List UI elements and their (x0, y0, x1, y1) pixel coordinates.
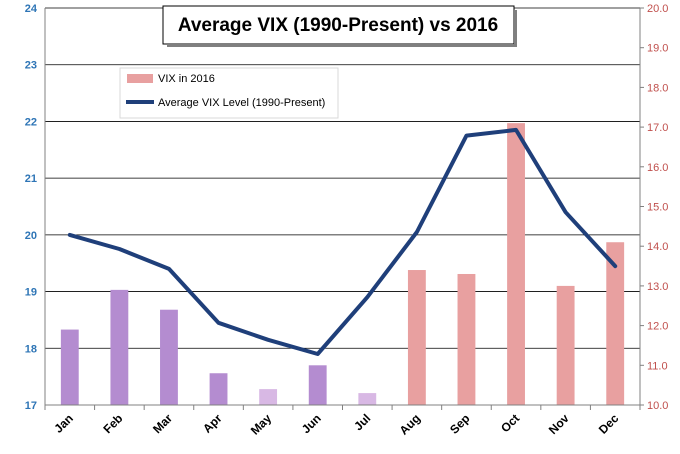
x-tick-label: Feb (101, 411, 126, 436)
x-tick-label: Oct (498, 411, 522, 435)
x-tick-label: Mar (150, 411, 175, 436)
x-tick-label: May (248, 411, 275, 438)
right-tick-label: 18.0 (647, 82, 668, 94)
bar-series-vix-2016 (60, 123, 625, 405)
left-axis-ticks: 17 18 19 20 21 22 23 24 (25, 3, 38, 412)
left-tick-label: 23 (25, 60, 37, 72)
gridlines (44, 7, 641, 410)
right-tick-label: 13.0 (647, 281, 668, 293)
left-tick-label: 18 (25, 343, 37, 355)
left-tick-label: 20 (25, 230, 37, 242)
x-tick-label: Jun (299, 411, 324, 436)
left-tick-label: 19 (25, 287, 37, 299)
right-axis-ticks: 10.0 11.0 12.0 13.0 14.0 15.0 16.0 17.0 18.0 19.0… (640, 3, 668, 412)
x-tick-label: Nov (546, 411, 572, 437)
right-tick-label: 14.0 (647, 241, 668, 253)
x-axis-ticks: Jan Feb Mar Apr May Jun Jul Aug Sep Oct Nov Dec (51, 411, 621, 438)
bar-may (259, 389, 278, 405)
legend-label-average-vix: Average VIX Level (1990-Present) (158, 97, 325, 109)
bar-mar (160, 309, 178, 405)
x-tick-label: Jul (351, 411, 373, 433)
right-tick-label: 20.0 (647, 3, 668, 15)
line-series-average-vix (67, 127, 618, 356)
chart-title: Average VIX (1990-Present) vs 2016 (178, 15, 498, 36)
left-tick-label: 21 (25, 173, 37, 185)
right-tick-label: 17.0 (647, 122, 668, 134)
bar-nov (556, 285, 575, 405)
left-tick-label: 17 (25, 400, 37, 412)
right-tick-label: 10.0 (647, 400, 668, 412)
right-tick-label: 11.0 (647, 360, 668, 372)
x-tick-label: Jan (51, 411, 76, 436)
legend: VIX in 2016 Average VIX Level (1990-Pres… (119, 67, 339, 119)
chart-title-box: Average VIX (1990-Present) vs 2016 (162, 5, 517, 47)
bar-oct (507, 123, 525, 405)
bar-aug (407, 270, 426, 405)
bar-apr (209, 373, 228, 405)
left-tick-label: 22 (25, 116, 37, 128)
bar-sep (457, 273, 476, 405)
right-tick-label: 15.0 (647, 202, 668, 214)
bar-jul (358, 393, 377, 405)
bar-feb (110, 289, 129, 405)
right-tick-label: 19.0 (647, 43, 668, 55)
right-tick-label: 12.0 (647, 321, 668, 333)
x-tick-label: Aug (397, 411, 423, 437)
x-tick-label: Sep (447, 411, 472, 436)
left-tick-label: 24 (25, 3, 38, 15)
legend-swatch-vix-2016 (127, 74, 153, 83)
bar-jan (60, 329, 79, 405)
x-tick-label: Dec (596, 411, 622, 437)
right-tick-label: 16.0 (647, 162, 668, 174)
bar-jun (308, 365, 327, 405)
legend-label-vix-2016: VIX in 2016 (158, 73, 215, 85)
average-vix-line (67, 127, 618, 356)
bar-dec (606, 242, 625, 405)
x-tick-label: Apr (200, 411, 225, 436)
